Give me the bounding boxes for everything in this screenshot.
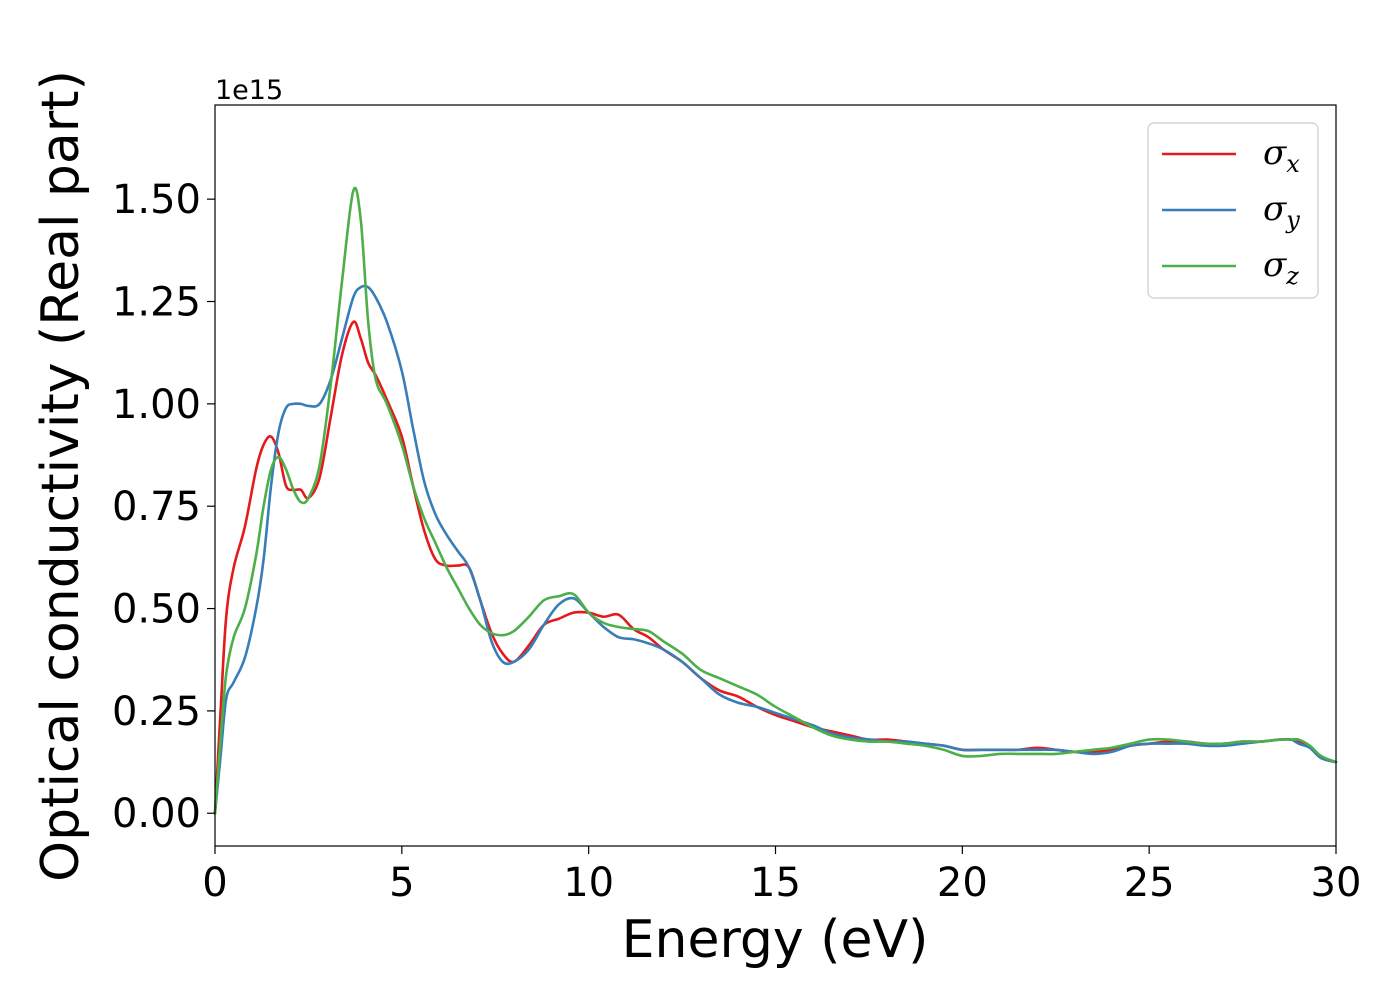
y-tick-label: 0.50 bbox=[112, 587, 201, 633]
y-tick-label: 0.25 bbox=[112, 689, 201, 735]
y-offset-text: 1e15 bbox=[215, 75, 283, 106]
series-line-y bbox=[213, 284, 1338, 815]
legend: σx σy σz bbox=[1147, 122, 1319, 299]
x-tick-label: 30 bbox=[1311, 860, 1362, 906]
x-tick-label: 20 bbox=[937, 860, 988, 906]
x-axis-title: Energy (eV) bbox=[622, 910, 929, 970]
y-tick-label: 1.50 bbox=[112, 177, 201, 223]
y-tick-label: 1.00 bbox=[112, 382, 201, 428]
legend-label-z: σz bbox=[1263, 245, 1299, 290]
x-tick-label: 25 bbox=[1124, 860, 1175, 906]
y-tick-label: 1.25 bbox=[112, 280, 201, 326]
x-tick-label: 5 bbox=[389, 860, 414, 906]
y-axis-ticks: 0.00 0.25 0.50 0.75 1.00 1.25 1.50 bbox=[112, 177, 215, 837]
series-layer bbox=[213, 186, 1338, 815]
legend-label-x: σx bbox=[1263, 133, 1300, 178]
x-tick-label: 15 bbox=[750, 860, 801, 906]
x-tick-label: 10 bbox=[563, 860, 614, 906]
series-line-z bbox=[213, 186, 1338, 815]
legend-label-y: σy bbox=[1263, 189, 1300, 234]
y-tick-label: 0.00 bbox=[112, 791, 201, 837]
y-tick-label: 0.75 bbox=[112, 484, 201, 530]
y-axis-title: Optical conductivity (Real part) bbox=[31, 70, 91, 882]
x-axis-ticks: 0 5 10 15 20 25 30 bbox=[202, 846, 1361, 906]
x-tick-label: 0 bbox=[202, 860, 227, 906]
